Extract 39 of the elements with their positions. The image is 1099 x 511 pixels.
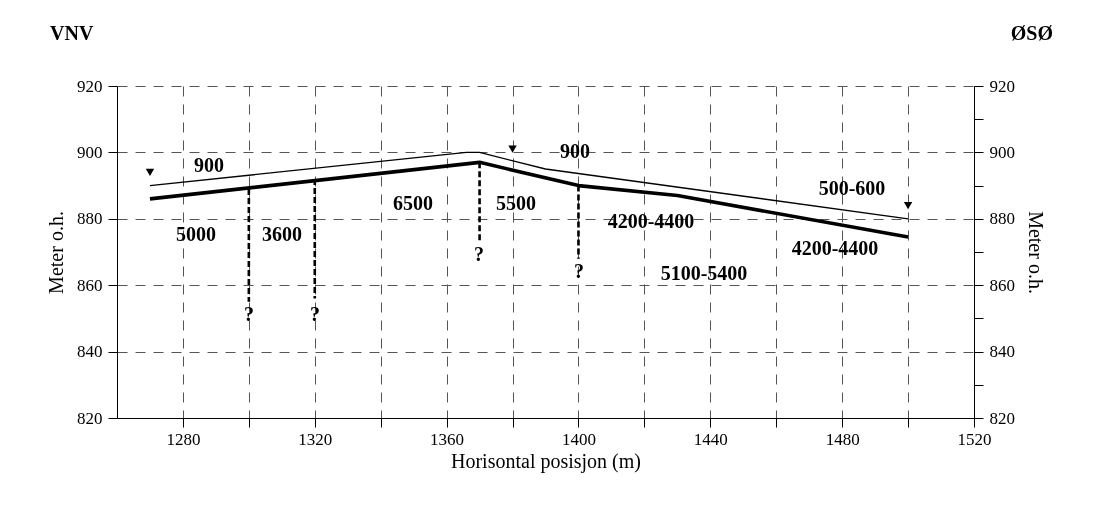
y2-tick-label: 860 (989, 275, 1015, 295)
annotation: ? (244, 303, 254, 325)
point (903, 201, 913, 210)
y2-tick-label: 840 (989, 342, 1015, 362)
y-tick-label: 840 (77, 342, 103, 362)
y-tick-label: 820 (77, 408, 103, 428)
annotation: 500-600 (818, 177, 886, 199)
y-tick-label: 860 (77, 275, 103, 295)
annotation: 900 (560, 140, 590, 162)
text: VNV (50, 22, 94, 44)
y2-tick-label: 920 (989, 76, 1015, 96)
annotation: ? (474, 243, 484, 265)
y-axis-title: Meter o.h. (45, 211, 67, 294)
annotation: 6500 (393, 192, 433, 214)
x-tick-label: 1360 (430, 429, 465, 449)
x-axis-title: Horisontal posisjon (m) (451, 449, 641, 473)
y-tick-label: 880 (77, 209, 103, 229)
annotation: 900 (194, 154, 224, 176)
point (145, 168, 155, 176)
y2-tick-label: 880 (989, 209, 1015, 229)
x-tick-label: 1480 (825, 429, 860, 449)
annotation: 5500 (496, 192, 536, 214)
x-tick-label: 1320 (298, 429, 333, 449)
x-tick-label: 1400 (561, 429, 596, 449)
annotation: 3600 (262, 223, 302, 245)
y2-tick-label: 820 (989, 408, 1015, 428)
y-tick-label: 920 (77, 76, 103, 96)
y2-axis-title: Meter o.h. (1025, 211, 1047, 294)
x-tick-label: 1440 (693, 429, 728, 449)
annotation: ? (310, 303, 320, 325)
text: ØSØ (1010, 22, 1053, 44)
annotation: 4200-4400 (791, 237, 879, 259)
annotation: 4200-4400 (607, 210, 695, 232)
x-tick-label: 1280 (166, 429, 201, 449)
point (508, 145, 517, 153)
y-tick-label: 900 (77, 142, 103, 162)
y2-tick-label: 900 (989, 142, 1015, 162)
x-tick-label: 1520 (957, 429, 992, 449)
annotation: 5100-5400 (660, 262, 748, 284)
